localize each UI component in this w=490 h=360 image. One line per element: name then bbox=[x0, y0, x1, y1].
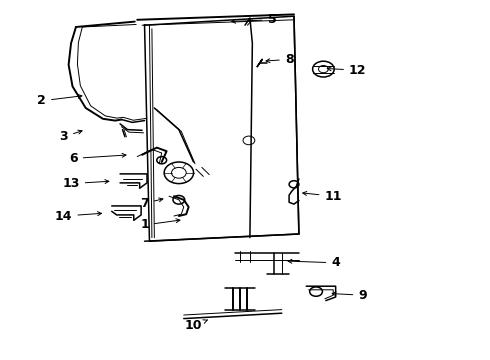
Text: 1: 1 bbox=[140, 219, 180, 231]
Text: 5: 5 bbox=[232, 13, 276, 26]
Text: 13: 13 bbox=[62, 177, 109, 190]
Text: 3: 3 bbox=[59, 130, 82, 143]
Text: 4: 4 bbox=[288, 256, 340, 269]
Text: 7: 7 bbox=[140, 197, 163, 210]
Text: 11: 11 bbox=[303, 190, 342, 203]
Text: 2: 2 bbox=[37, 94, 82, 107]
Text: 10: 10 bbox=[185, 319, 208, 332]
Text: 14: 14 bbox=[55, 210, 101, 222]
Text: 8: 8 bbox=[266, 53, 294, 66]
Text: 6: 6 bbox=[69, 152, 126, 165]
Text: 9: 9 bbox=[332, 289, 367, 302]
Text: 12: 12 bbox=[327, 64, 367, 77]
